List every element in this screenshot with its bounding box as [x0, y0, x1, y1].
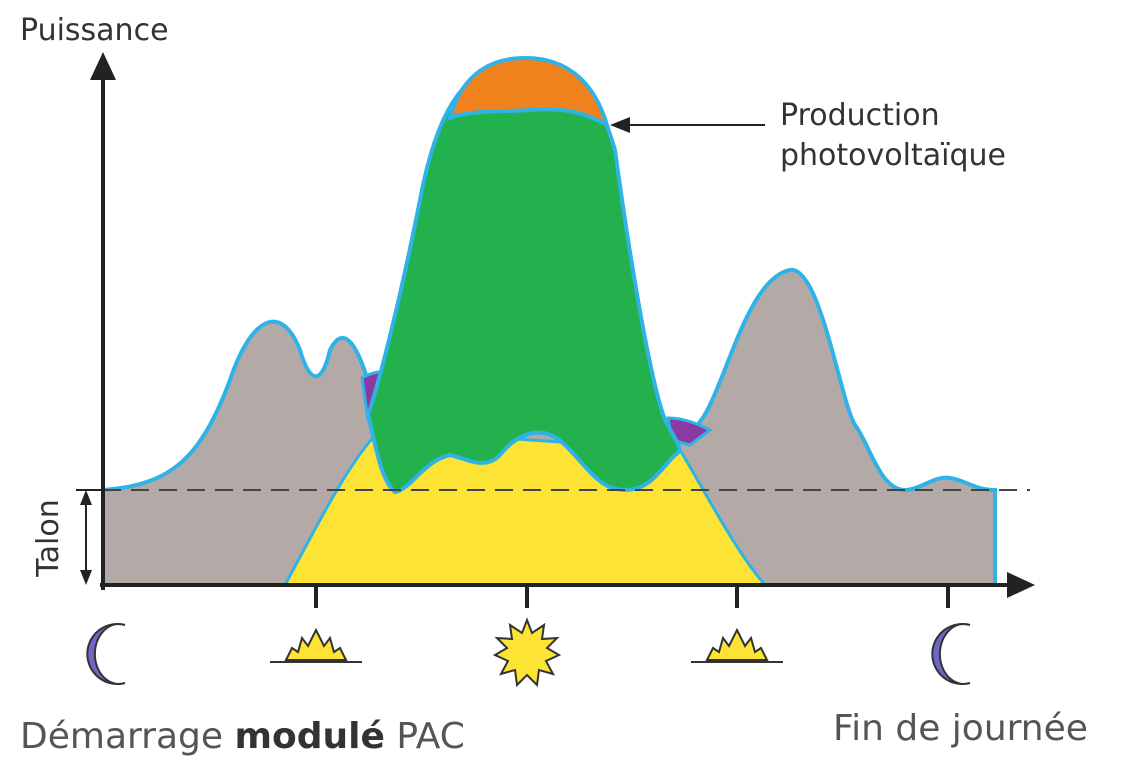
caption-left: Démarrage modulé PAC: [20, 716, 465, 757]
x-arrow: [1007, 572, 1035, 598]
annotation-line-1: Production: [780, 98, 940, 133]
overlap-right: [666, 416, 713, 447]
y-axis-label: Puissance: [20, 13, 169, 48]
talon-label: Talon: [31, 499, 66, 577]
moon-icon: [931, 623, 971, 685]
self-consumption-area: [365, 57, 682, 495]
surplus-area: [447, 55, 611, 130]
x-ticks: [314, 585, 950, 608]
sunrise-icon: [270, 627, 362, 663]
annotation-arrow: [610, 117, 630, 133]
caption-right: Fin de journée: [833, 708, 1088, 749]
caption-bold: modulé: [234, 716, 384, 757]
talon-arrow-top: [80, 490, 92, 505]
noon-sun-icon: [492, 617, 562, 688]
caption-word: PAC: [396, 716, 465, 757]
annotation-text: Production photovoltaïque: [780, 98, 1006, 173]
annotation-line-2: photovoltaïque: [780, 138, 1006, 173]
caption-word: Démarrage: [20, 716, 223, 757]
moon-icon: [86, 623, 126, 685]
sunset-icon: [691, 627, 783, 663]
talon-arrow-bottom: [80, 570, 92, 585]
y-arrow: [90, 52, 116, 80]
